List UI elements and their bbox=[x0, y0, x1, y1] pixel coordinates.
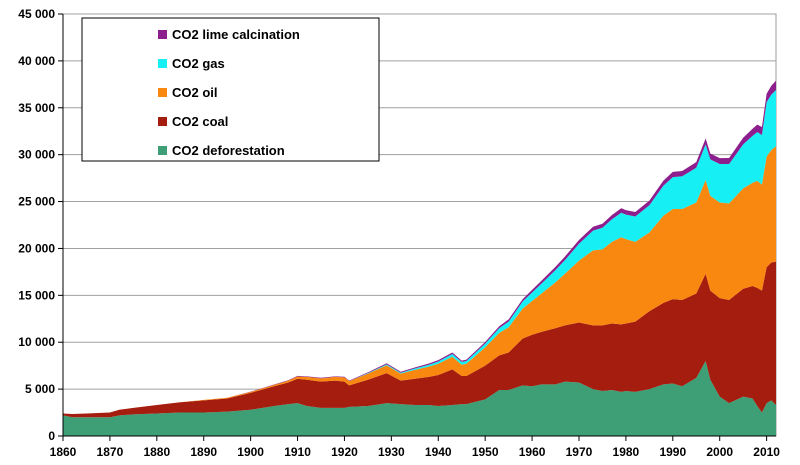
legend-swatch-co2-gas bbox=[158, 59, 167, 68]
legend-label-co2-gas: CO2 gas bbox=[172, 56, 225, 71]
x-tick-label: 1940 bbox=[425, 445, 452, 459]
legend-box bbox=[81, 17, 380, 162]
y-tick-label: 25 000 bbox=[18, 195, 55, 209]
x-tick-label: 1990 bbox=[659, 445, 686, 459]
x-tick-label: 1900 bbox=[237, 445, 264, 459]
x-tick-label: 2000 bbox=[706, 445, 733, 459]
legend-swatch-co2-deforestation bbox=[158, 146, 167, 155]
area-co2-coal bbox=[63, 261, 776, 418]
area-co2-deforestation bbox=[63, 360, 776, 436]
x-tick-label: 1910 bbox=[284, 445, 311, 459]
x-tick-label: 1930 bbox=[378, 445, 405, 459]
x-tick-label: 1870 bbox=[97, 445, 124, 459]
y-tick-label: 20 000 bbox=[18, 241, 55, 255]
x-tick-label: 1950 bbox=[472, 445, 499, 459]
x-tick-label: 1980 bbox=[613, 445, 640, 459]
legend-label-co2-oil: CO2 oil bbox=[172, 85, 218, 100]
legend-label-co2-lime-calcination: CO2 lime calcination bbox=[172, 27, 300, 42]
x-tick-label: 1880 bbox=[143, 445, 170, 459]
y-tick-label: 0 bbox=[48, 429, 55, 443]
x-tick-label: 1960 bbox=[519, 445, 546, 459]
x-tick-label: 1920 bbox=[331, 445, 358, 459]
y-tick-label: 35 000 bbox=[18, 101, 55, 115]
x-tick-label: 1970 bbox=[566, 445, 593, 459]
y-tick-label: 30 000 bbox=[18, 148, 55, 162]
y-tick-label: 10 000 bbox=[18, 335, 55, 349]
legend-swatch-co2-lime-calcination bbox=[158, 30, 167, 39]
axes bbox=[58, 13, 776, 441]
legend-swatch-co2-oil bbox=[158, 88, 167, 97]
legend-label-co2-coal: CO2 coal bbox=[172, 114, 228, 129]
y-tick-label: 40 000 bbox=[18, 54, 55, 68]
x-tick-label: 1860 bbox=[50, 445, 77, 459]
x-tick-labels: 1860 1870 1880 1890 1900 1910 1920 1930 1940 1950… bbox=[50, 445, 781, 459]
legend: CO2 lime calcination CO2 gas CO2 oil CO2 co… bbox=[81, 17, 380, 162]
area-co2-oil bbox=[63, 146, 776, 414]
x-tick-label: 1890 bbox=[190, 445, 217, 459]
y-tick-label: 45 000 bbox=[18, 7, 55, 21]
y-tick-label: 15 000 bbox=[18, 288, 55, 302]
x-tick-label: 2010 bbox=[753, 445, 780, 459]
area-series bbox=[63, 80, 776, 436]
legend-label-co2-deforestation: CO2 deforestation bbox=[172, 143, 285, 158]
legend-swatch-co2-coal bbox=[158, 117, 167, 126]
y-tick-labels: 0 5 000 10 000 15 000 20 000 25 000 30 000 35 0… bbox=[18, 7, 55, 443]
y-tick-label: 5 000 bbox=[25, 382, 55, 396]
